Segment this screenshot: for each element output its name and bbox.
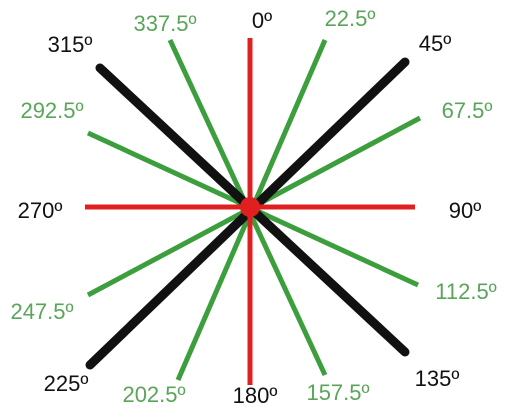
label-247-5: 247.5º (10, 299, 73, 324)
label-315: 315º (48, 32, 93, 57)
label-225: 225º (44, 371, 89, 396)
label-67-5: 67.5º (442, 98, 493, 123)
label-45: 45º (419, 31, 452, 56)
label-112-5: 112.5º (435, 279, 496, 304)
label-157-5: 157.5º (306, 380, 369, 405)
label-0: 0º (252, 8, 272, 33)
label-292-5: 292.5º (20, 98, 83, 123)
label-90: 90º (449, 198, 482, 223)
center-dot (240, 197, 260, 217)
label-180: 180º (233, 383, 278, 408)
label-202-5: 202.5º (122, 382, 185, 407)
label-135: 135º (415, 366, 460, 391)
label-337-5: 337.5º (133, 11, 196, 36)
label-270: 270º (18, 198, 63, 223)
label-22-5: 22.5º (325, 6, 376, 31)
